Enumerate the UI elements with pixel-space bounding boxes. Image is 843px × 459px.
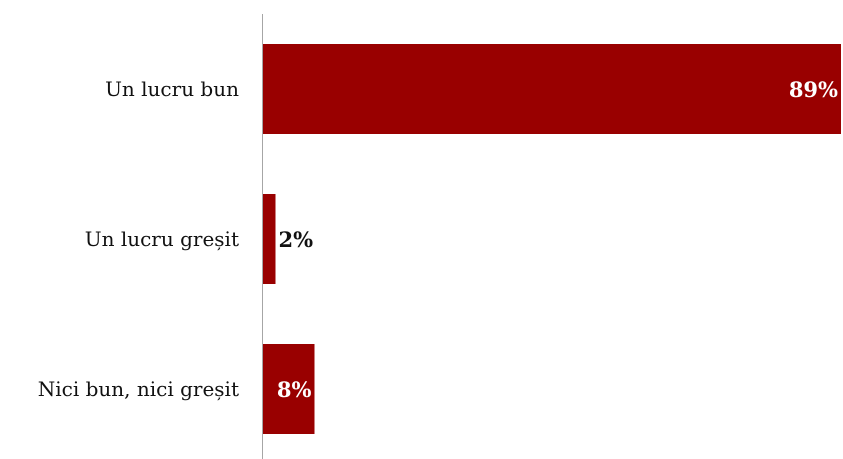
bar-3 — [262, 344, 315, 434]
bar-2 — [262, 194, 276, 284]
data-label-3: 8% — [277, 377, 312, 402]
bar-1 — [262, 44, 841, 134]
data-labels-group: 89% 2% 8% — [277, 77, 838, 402]
data-label-1: 89% — [789, 77, 838, 102]
category-labels-group: Un lucru bun Un lucru greșit Nici bun, nic… — [38, 77, 239, 401]
category-label-2: Un lucru greșit — [85, 227, 239, 251]
category-label-3: Nici bun, nici greșit — [38, 377, 239, 401]
category-label-1: Un lucru bun — [105, 77, 239, 101]
bars-group — [262, 44, 841, 434]
data-label-2: 2% — [279, 227, 314, 252]
